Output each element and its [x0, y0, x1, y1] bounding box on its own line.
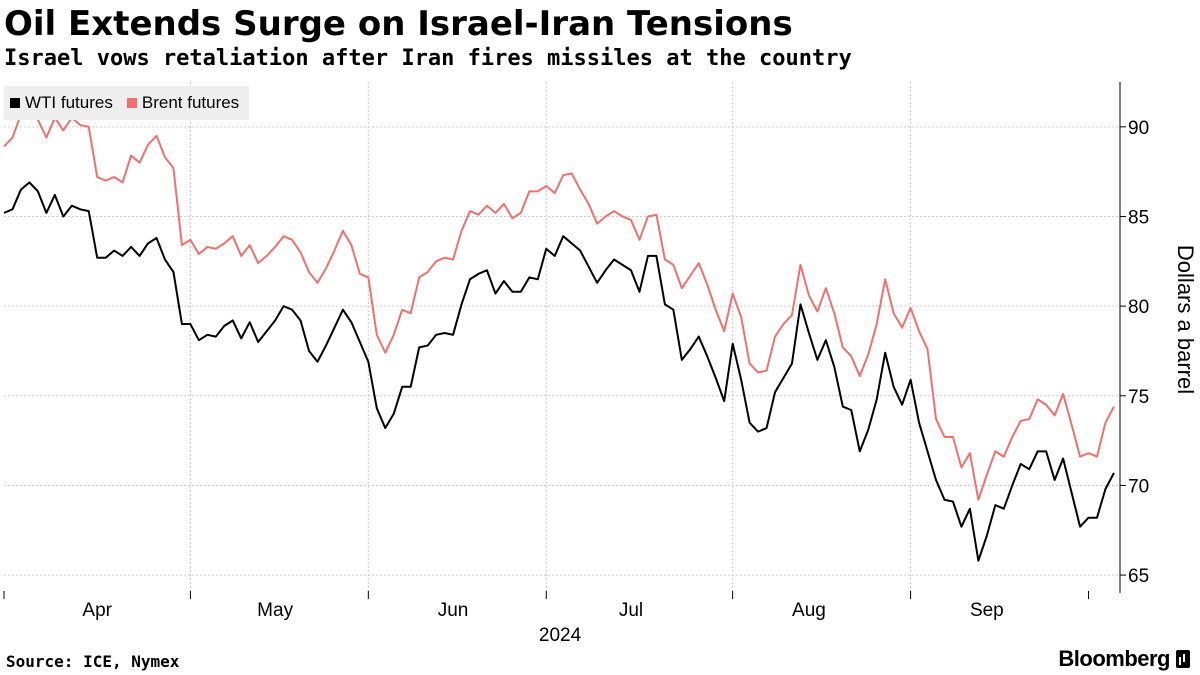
legend-label-brent: Brent futures — [141, 93, 240, 112]
x-axis-label: 2024 — [539, 625, 582, 646]
y-tick-label-75: 75 — [1128, 387, 1149, 408]
chart-title: Oil Extends Surge on Israel-Iran Tension… — [4, 4, 793, 44]
x-tick-label-aug: Aug — [792, 600, 826, 621]
x-tick-label-jun: Jun — [438, 600, 469, 621]
legend-item-wti: WTI futures — [10, 93, 113, 113]
brand-name: Bloomberg — [1058, 646, 1170, 671]
x-tick-label-apr: Apr — [82, 600, 112, 621]
y-tick-label-80: 80 — [1128, 297, 1149, 318]
y-tick-label-90: 90 — [1128, 118, 1149, 139]
bloomberg-terminal-icon — [1176, 650, 1190, 668]
source-note: Source: ICE, Nymex — [6, 652, 180, 671]
series-line-brent — [3, 104, 1115, 501]
legend-swatch-wti — [10, 98, 20, 108]
y-tick-label-65: 65 — [1128, 566, 1149, 587]
chart-legend: WTI futures Brent futures — [4, 86, 250, 120]
chart-subtitle: Israel vows retaliation after Iran fires… — [4, 46, 852, 71]
y-axis-label: Dollars a barrel — [1173, 245, 1198, 394]
legend-item-brent: Brent futures — [126, 93, 240, 113]
x-tick-label-sep: Sep — [970, 600, 1004, 621]
x-tick-label-may: May — [257, 600, 293, 621]
y-tick-label-85: 85 — [1128, 207, 1149, 228]
brand-logo: Bloomberg — [1058, 646, 1190, 672]
y-tick-label-70: 70 — [1128, 476, 1149, 497]
legend-label-wti: WTI futures — [25, 93, 113, 112]
x-tick-label-jul: Jul — [619, 600, 643, 621]
legend-swatch-brent — [126, 98, 137, 108]
series-line-wti — [3, 181, 1115, 562]
